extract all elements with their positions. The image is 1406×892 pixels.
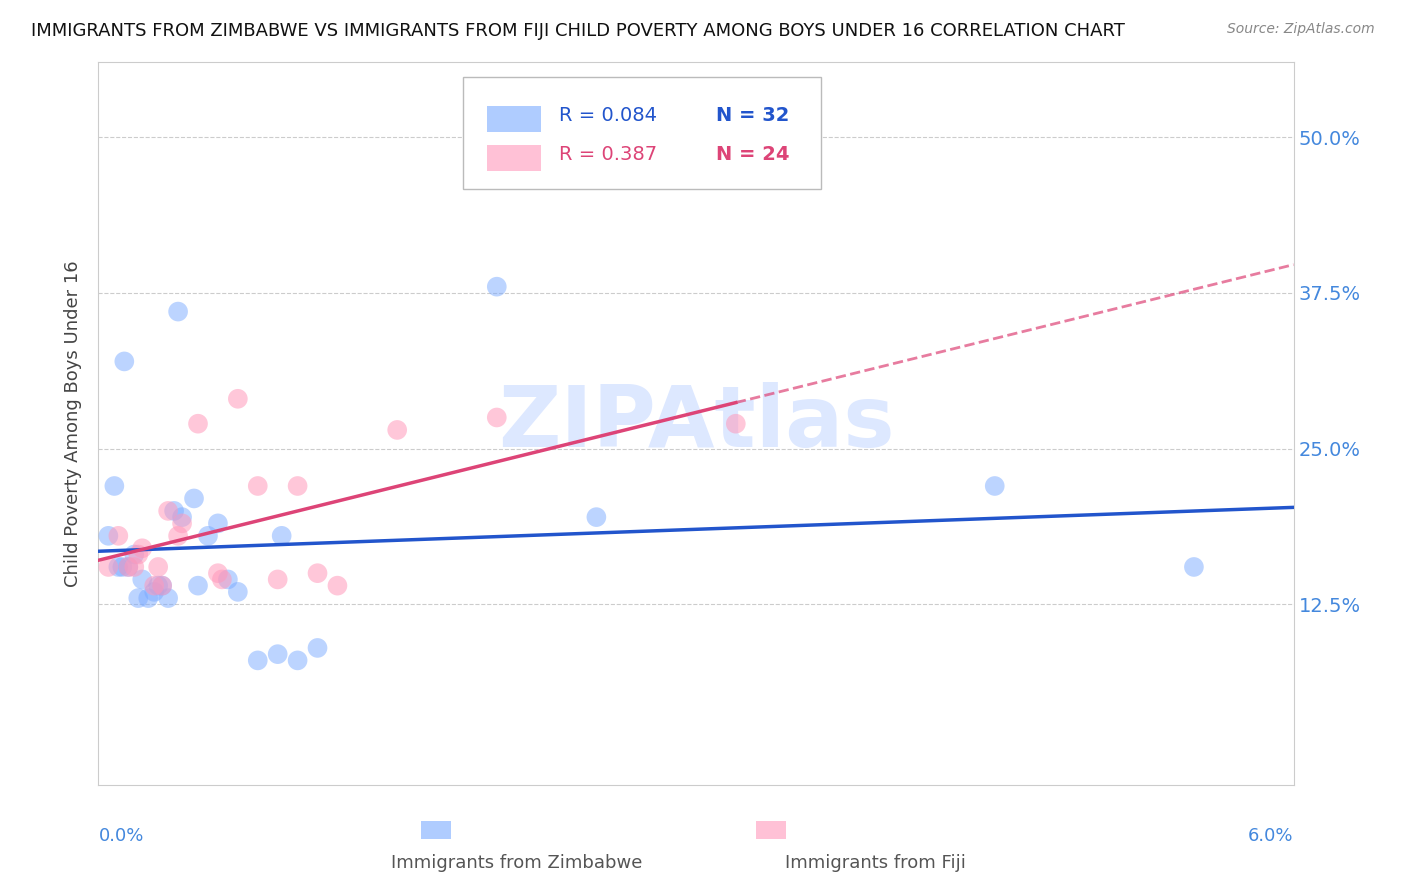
Point bbox=[143, 579, 166, 593]
Point bbox=[172, 516, 194, 531]
Text: N = 24: N = 24 bbox=[716, 145, 789, 164]
Text: Immigrants from Fiji: Immigrants from Fiji bbox=[785, 855, 966, 872]
Point bbox=[385, 423, 409, 437]
Point bbox=[326, 579, 349, 593]
Point bbox=[131, 541, 153, 556]
FancyBboxPatch shape bbox=[463, 77, 821, 189]
Text: R = 0.084: R = 0.084 bbox=[558, 106, 657, 125]
Point bbox=[148, 579, 170, 593]
Point bbox=[187, 579, 209, 593]
Point bbox=[585, 510, 607, 524]
Point bbox=[136, 591, 159, 606]
Text: 0.0%: 0.0% bbox=[98, 827, 143, 845]
Text: Source: ZipAtlas.com: Source: ZipAtlas.com bbox=[1227, 22, 1375, 37]
Point bbox=[211, 573, 233, 587]
Point bbox=[307, 566, 329, 581]
Text: ZIPAtlas: ZIPAtlas bbox=[498, 382, 894, 466]
Point bbox=[207, 566, 229, 581]
Point bbox=[167, 529, 190, 543]
Point bbox=[157, 504, 180, 518]
Point bbox=[117, 560, 139, 574]
Point bbox=[984, 479, 1007, 493]
FancyBboxPatch shape bbox=[756, 821, 786, 839]
Point bbox=[111, 560, 134, 574]
Point bbox=[267, 647, 290, 661]
Point bbox=[246, 653, 269, 667]
Point bbox=[112, 354, 135, 368]
Point bbox=[103, 479, 125, 493]
Point bbox=[127, 591, 149, 606]
Text: Immigrants from Zimbabwe: Immigrants from Zimbabwe bbox=[391, 855, 643, 872]
Text: 6.0%: 6.0% bbox=[1249, 827, 1294, 845]
Point bbox=[183, 491, 205, 506]
FancyBboxPatch shape bbox=[486, 105, 541, 132]
Point bbox=[97, 529, 120, 543]
Point bbox=[307, 640, 329, 655]
Point bbox=[167, 304, 190, 318]
Point bbox=[217, 573, 239, 587]
Point bbox=[127, 548, 149, 562]
Point bbox=[197, 529, 219, 543]
FancyBboxPatch shape bbox=[422, 821, 451, 839]
Point bbox=[187, 417, 209, 431]
Text: R = 0.387: R = 0.387 bbox=[558, 145, 657, 164]
Point bbox=[124, 560, 146, 574]
Point bbox=[150, 579, 173, 593]
Point bbox=[163, 504, 186, 518]
Point bbox=[107, 560, 129, 574]
Point bbox=[150, 579, 173, 593]
Point bbox=[287, 479, 309, 493]
Point bbox=[287, 653, 309, 667]
Point bbox=[226, 585, 249, 599]
Text: IMMIGRANTS FROM ZIMBABWE VS IMMIGRANTS FROM FIJI CHILD POVERTY AMONG BOYS UNDER : IMMIGRANTS FROM ZIMBABWE VS IMMIGRANTS F… bbox=[31, 22, 1125, 40]
Point bbox=[724, 417, 747, 431]
Point bbox=[157, 591, 180, 606]
Text: N = 32: N = 32 bbox=[716, 106, 789, 125]
Point bbox=[485, 279, 508, 293]
Point bbox=[148, 560, 170, 574]
Point bbox=[172, 510, 194, 524]
Point bbox=[131, 573, 153, 587]
Point bbox=[143, 585, 166, 599]
Point bbox=[97, 560, 120, 574]
Point bbox=[207, 516, 229, 531]
Point bbox=[267, 573, 290, 587]
Point bbox=[124, 548, 146, 562]
Point bbox=[1182, 560, 1205, 574]
Point bbox=[107, 529, 129, 543]
Point bbox=[246, 479, 269, 493]
Point bbox=[270, 529, 292, 543]
Point bbox=[117, 560, 139, 574]
Point bbox=[485, 410, 508, 425]
Point bbox=[226, 392, 249, 406]
Y-axis label: Child Poverty Among Boys Under 16: Child Poverty Among Boys Under 16 bbox=[65, 260, 83, 587]
FancyBboxPatch shape bbox=[486, 145, 541, 170]
